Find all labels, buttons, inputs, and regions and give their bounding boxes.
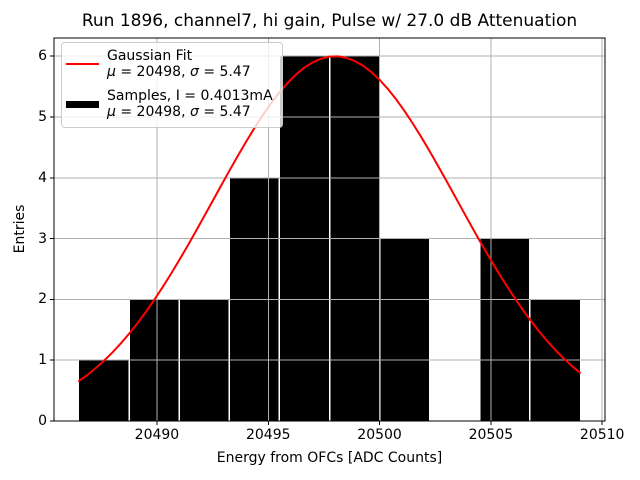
x-tick-label: 20505 (468, 427, 514, 443)
legend-label-line: Samples, I = 0.4013mA (107, 88, 273, 104)
legend-label-line: μ = 20498, σ = 5.47 (107, 64, 251, 80)
legend-patch-swatch (66, 100, 99, 108)
x-tick-label: 20510 (579, 427, 625, 443)
legend-entry: Samples, I = 0.4013mA μ = 20498, σ = 5.47 (66, 88, 273, 120)
x-tick-label: 20500 (357, 427, 402, 443)
y-tick-label: 2 (38, 291, 47, 308)
gaussian-fit-line (78, 55, 581, 382)
y-axis-label: Entries (12, 204, 28, 254)
legend-label: Gaussian Fit μ = 20498, σ = 5.47 (107, 48, 251, 80)
y-tick-label: 5 (38, 109, 47, 126)
legend-label: Samples, I = 0.4013mA μ = 20498, σ = 5.47 (107, 88, 273, 120)
y-tick-label: 6 (38, 48, 47, 65)
y-tick-label: 3 (38, 230, 47, 247)
legend-label-line: μ = 20498, σ = 5.47 (107, 104, 251, 120)
legend: Gaussian Fit μ = 20498, σ = 5.47 Samples, … (61, 42, 283, 128)
x-tick-label: 20495 (245, 427, 291, 443)
y-tick-label: 0 (38, 413, 47, 429)
chart-title: Run 1896, channel7, hi gain, Pulse w/ 27… (81, 11, 578, 31)
histogram-bar (379, 238, 430, 421)
histogram-bar (79, 360, 130, 421)
y-tick-label: 1 (38, 352, 47, 369)
legend-label-line: Gaussian Fit (107, 48, 193, 64)
histogram-bar (479, 238, 530, 421)
y-tick-label: 4 (38, 169, 47, 186)
legend-line-swatch (66, 62, 99, 66)
legend-entry: Gaussian Fit μ = 20498, σ = 5.47 (66, 48, 273, 80)
x-axis-label: Energy from OFCs [ADC Counts] (216, 450, 443, 466)
plot-spines (53, 37, 606, 422)
x-tick-label: 20490 (134, 427, 180, 443)
